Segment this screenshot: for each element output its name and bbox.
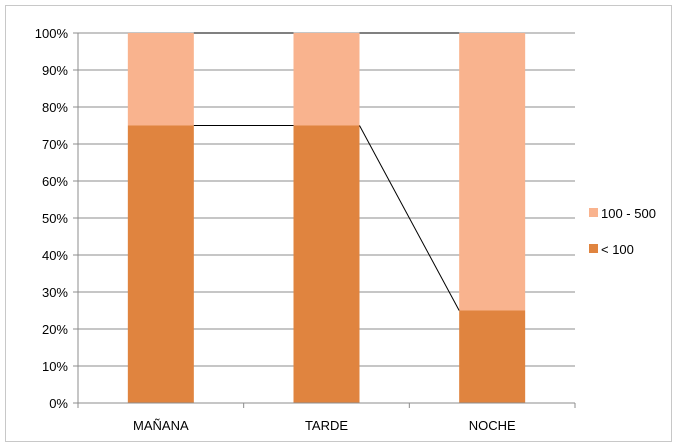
bar-segment: [127, 33, 194, 126]
axes: 0% 10% 20% 30% 40% 50% 60% 70% 80% 90% 100% MAÑANA T…: [35, 26, 576, 433]
y-tick-label: 40%: [42, 248, 68, 263]
y-tick-label: 10%: [42, 359, 68, 374]
bar-segment: [459, 33, 526, 311]
legend-swatch: [589, 208, 598, 217]
bars: [127, 33, 526, 403]
bar-segment: [293, 33, 360, 126]
legend: 100 - 500 < 100: [589, 206, 656, 257]
x-tick-label: TARDE: [305, 418, 348, 433]
y-tick-label: 90%: [42, 63, 68, 78]
legend-swatch: [589, 244, 598, 253]
bar-segment: [293, 125, 360, 403]
y-tick-label: 70%: [42, 137, 68, 152]
bar-segment: [127, 125, 194, 403]
series-lines: [193, 32, 460, 311]
legend-label: < 100: [601, 242, 634, 257]
y-tick-label: 20%: [42, 322, 68, 337]
bar-segment: [459, 310, 526, 403]
y-tick-label: 30%: [42, 285, 68, 300]
legend-label: 100 - 500: [601, 206, 656, 221]
y-tick-label: 80%: [42, 100, 68, 115]
y-tick-label: 100%: [35, 26, 69, 41]
x-tick-label: MAÑANA: [133, 418, 189, 433]
y-tick-label: 0%: [49, 396, 68, 411]
y-tick-label: 50%: [42, 211, 68, 226]
x-tick-label: NOCHE: [469, 418, 516, 433]
series-line: [359, 125, 460, 311]
y-tick-label: 60%: [42, 174, 68, 189]
